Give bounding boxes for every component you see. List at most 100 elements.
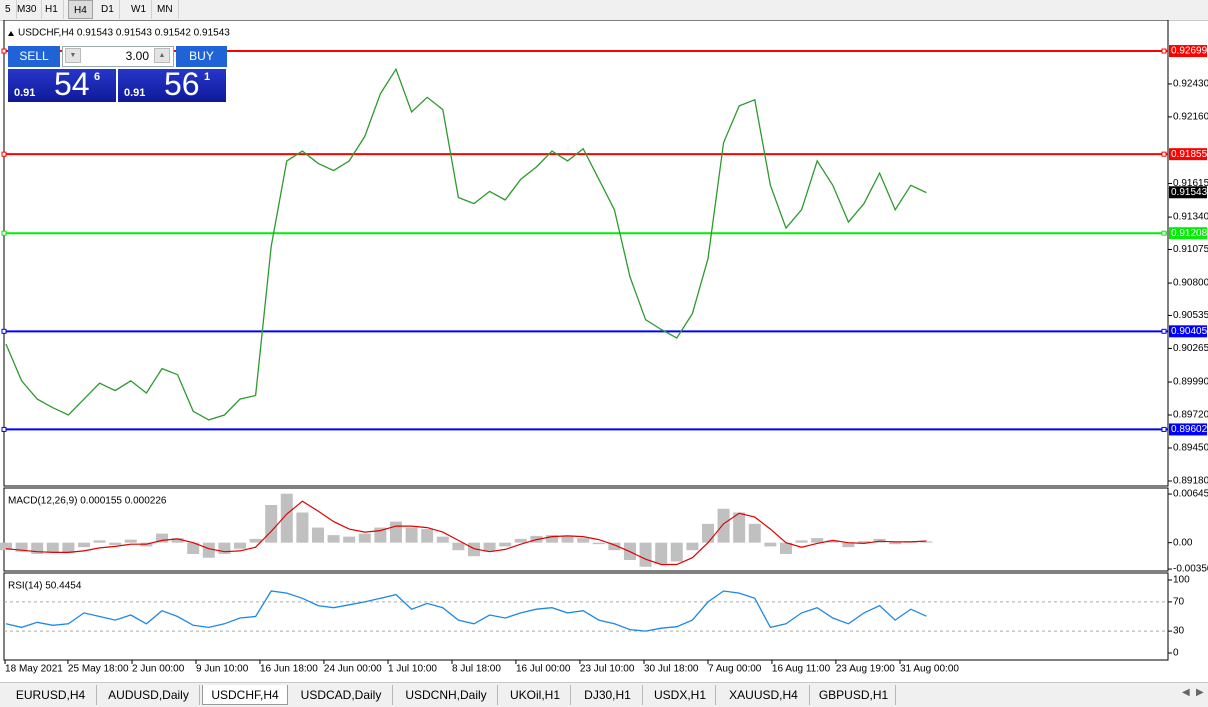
histogram-bar [265, 504, 278, 543]
level-handle [1161, 230, 1167, 236]
macd-pane [3, 487, 1169, 572]
histogram-bar [343, 536, 356, 543]
timeframe-button[interactable]: D1 [96, 0, 120, 19]
timeframe-button[interactable]: H4 [68, 0, 93, 19]
sell-button[interactable]: SELL [8, 46, 60, 67]
histogram-bar [436, 536, 449, 543]
increase[interactable]: ▲ [154, 48, 170, 63]
chart-tab[interactable]: XAUUSD,H4 [718, 685, 810, 705]
histogram-bar [421, 529, 434, 543]
histogram-bar [15, 542, 28, 552]
level-handle [1161, 48, 1167, 54]
pane-title: MACD(12,26,9) 0.000155 0.000226 [8, 496, 167, 507]
ask-box[interactable]: 0.91 56 1 [118, 66, 226, 102]
x-tick-label: 24 Jun 00:00 [324, 664, 382, 675]
signal-line [5, 500, 927, 566]
histogram-bar [779, 542, 792, 554]
y-tick-label: 0.90800 [1173, 278, 1208, 289]
y-tick-label: 100 [1173, 575, 1190, 586]
histogram-bar [93, 540, 106, 543]
level-label-box [1169, 227, 1207, 240]
x-tick-label: 18 May 2021 [5, 664, 63, 675]
histogram-bar [670, 542, 683, 562]
y-tick-label: 0.92160 [1173, 112, 1208, 123]
level-label: 0.91855 [1171, 149, 1208, 160]
y-tick-label: 0.006451 [1173, 489, 1208, 500]
histogram-bar [499, 542, 512, 547]
histogram-bar [233, 542, 246, 549]
histogram-bar [639, 542, 652, 567]
level-label-box [1169, 45, 1207, 58]
histogram-bar [249, 538, 262, 543]
y-tick-label: 0.00 [1173, 537, 1193, 548]
pane-title: RSI(14) 50.4454 [8, 581, 82, 592]
bid-box[interactable]: 0.91 54 6 [8, 66, 116, 102]
chart-tab[interactable]: EURUSD,H4 [5, 685, 97, 705]
chart-tab[interactable]: USDCNH,Daily [395, 685, 498, 705]
histogram-bar [889, 542, 902, 545]
chart-tabs: ◀ ▶ EURUSD,H4 AUDUSD,Daily USDCHF,H4 USDCAD… [0, 682, 1208, 707]
histogram-bar [545, 535, 558, 543]
decrease[interactable]: ▼ [65, 48, 81, 63]
chart-tab[interactable]: AUDUSD,Daily [98, 685, 200, 705]
ask-main: 56 [164, 66, 200, 102]
timeframe-button[interactable]: W1 [126, 0, 152, 19]
level-label-box [1169, 325, 1207, 338]
chart-tab[interactable]: USDCAD,Daily [290, 685, 393, 705]
histogram-bar [811, 538, 824, 543]
x-tick-label: 1 Jul 10:00 [388, 664, 437, 675]
y-tick-label: 0.89720 [1173, 410, 1208, 421]
y-tick-label: 0 [1173, 648, 1179, 659]
one-click-trading: SELL 3.00 ▼ ▲ BUY 0.91 54 6 0.91 56 1 [8, 46, 227, 102]
chart-tab[interactable]: USDX,H1 [645, 685, 716, 705]
chart-tab[interactable]: UKOil,H1 [500, 685, 571, 705]
x-tick-label: 23 Aug 19:00 [836, 664, 895, 675]
histogram-bar [592, 542, 605, 545]
quantity-input[interactable]: 3.00 [62, 46, 174, 67]
ask-sup: 1 [204, 71, 211, 83]
timeframe-button[interactable]: H1 [40, 0, 64, 19]
histogram-bar [280, 493, 293, 543]
y-tick-label: 0.89990 [1173, 377, 1208, 388]
x-tick-label: 16 Aug 11:00 [772, 664, 831, 675]
timeframe-button[interactable]: M30 [12, 0, 43, 19]
price-line [5, 590, 927, 632]
level-label: 0.89602 [1171, 424, 1208, 435]
x-tick-label: 31 Aug 00:00 [900, 664, 959, 675]
y-tick-label: -0.003504 [1173, 564, 1208, 575]
histogram-bar [187, 542, 200, 554]
histogram-bar [358, 533, 371, 543]
price-line [5, 67, 927, 421]
timeframe-button[interactable]: 5 [0, 0, 17, 19]
bid-sup: 6 [94, 71, 101, 83]
y-tick-label: 0.90265 [1173, 343, 1208, 354]
y-tick-label: 30 [1173, 626, 1185, 637]
level-handle [1, 48, 7, 54]
histogram-bar [857, 541, 870, 543]
level-handle [1, 151, 7, 157]
chart-tab[interactable]: DJ30,H1 [573, 685, 643, 705]
histogram-bar [795, 540, 808, 543]
histogram-bar [826, 540, 839, 543]
rsi-pane [3, 572, 1169, 661]
level-label: 0.90405 [1171, 326, 1208, 337]
histogram-bar [467, 542, 480, 557]
histogram-bar [842, 542, 855, 548]
x-tick-label: 16 Jul 00:00 [516, 664, 571, 675]
collapse-icon[interactable] [8, 31, 14, 36]
timeframe-button[interactable]: MN [152, 0, 179, 19]
histogram-bar [748, 523, 761, 543]
level-handle [1161, 328, 1167, 334]
buy-button[interactable]: BUY [176, 46, 227, 67]
chart-tab[interactable]: USDCHF,H4 [202, 685, 288, 705]
chart-tab[interactable]: GBPUSD,H1 [812, 685, 896, 705]
level-handle [1161, 151, 1167, 157]
tab-scroll-left[interactable]: ◀ [1182, 687, 1190, 698]
histogram-bar [77, 542, 90, 548]
tab-scroll-right[interactable]: ▶ [1196, 687, 1204, 698]
histogram-bar [327, 535, 340, 543]
x-tick-label: 30 Jul 18:00 [644, 664, 699, 675]
x-tick-label: 16 Jun 18:00 [260, 664, 318, 675]
x-tick-label: 9 Jun 10:00 [196, 664, 249, 675]
